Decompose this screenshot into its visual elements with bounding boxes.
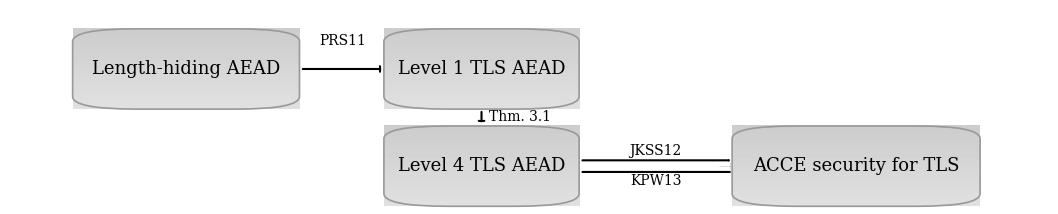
Text: ACCE security for TLS: ACCE security for TLS: [753, 157, 960, 175]
Text: Level 1 TLS AEAD: Level 1 TLS AEAD: [398, 60, 565, 78]
Text: Length-hiding AEAD: Length-hiding AEAD: [92, 60, 280, 78]
Text: Level 4 TLS AEAD: Level 4 TLS AEAD: [398, 157, 565, 175]
Text: Thm. 3.1: Thm. 3.1: [489, 110, 551, 123]
Text: KPW13: KPW13: [630, 174, 681, 188]
Text: PRS11: PRS11: [318, 34, 366, 48]
Text: JKSS12: JKSS12: [630, 144, 681, 158]
